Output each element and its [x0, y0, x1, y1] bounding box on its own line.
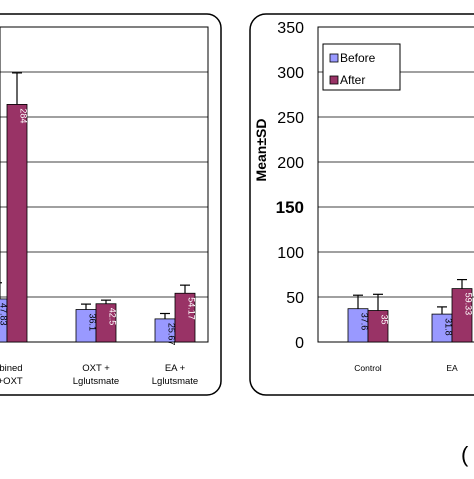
x-tick-label: OXT +	[82, 363, 110, 374]
y-tick-label: 250	[277, 110, 304, 127]
right-legend: Before After	[322, 43, 401, 91]
left-gridlines	[0, 71, 208, 298]
left-bars: 47.83 284 36.1 42.5 25.67 54.17	[0, 72, 197, 346]
y-tick-label: 100	[277, 245, 304, 262]
bar-data-label: 54.17	[187, 297, 197, 320]
y-tick-label: 150	[276, 198, 304, 217]
right-y-axis-label: Mean±SD	[253, 119, 269, 182]
x-tick-label: A+OXT	[0, 376, 23, 387]
legend-label-before: Before	[340, 51, 376, 65]
x-tick-label: EA	[446, 363, 458, 373]
legend-swatch-before	[329, 53, 339, 63]
x-tick-label: EA +	[165, 363, 186, 374]
bar-data-label: 25.67	[167, 323, 177, 346]
bar-data-label: 59.33	[464, 293, 474, 316]
y-tick-label: 0	[295, 335, 304, 352]
x-tick-label: Lglutsmate	[73, 376, 119, 387]
bar-data-label: 284	[19, 108, 29, 123]
left-x-tick-labels: mbined A+OXT OXT + Lglutsmate EA + Lglutsmate	[0, 363, 198, 387]
x-tick-label: Control	[354, 363, 382, 373]
bar-data-label: 47.83	[0, 303, 9, 326]
bar-data-label: 37.6	[360, 313, 370, 331]
bar-data-label: 42.5	[108, 308, 118, 326]
bar-data-label: 31.8	[444, 318, 454, 336]
right-x-tick-labels: Control EA	[354, 363, 458, 373]
left-chart-panel: 47.83 284 36.1 42.5 25.67 54.17 mbined A+OXT OX…	[0, 13, 222, 396]
bar-data-label: 35	[380, 315, 390, 325]
x-tick-label: mbined	[0, 363, 23, 374]
y-tick-label: 200	[277, 155, 304, 172]
partial-glyph: (	[461, 442, 469, 467]
right-bars: 37.6 35 31.8 59.33	[347, 279, 474, 343]
bar-data-label: 36.1	[88, 314, 98, 332]
right-chart-panel: 0 50 100 150 200 250 300 350 37.6 35 31.8 59.33 Co…	[249, 13, 474, 396]
right-y-tick-labels: 0 50 100 150 200 250 300 350	[276, 20, 304, 352]
legend-label-after: After	[340, 73, 365, 87]
y-tick-label: 50	[286, 290, 304, 307]
y-tick-label: 350	[277, 20, 304, 37]
legend-swatch-after	[329, 75, 339, 85]
y-tick-label: 300	[277, 65, 304, 82]
left-plot-area	[0, 26, 209, 343]
bar-series-1	[6, 104, 28, 343]
x-tick-label: Lglutsmate	[152, 376, 198, 387]
